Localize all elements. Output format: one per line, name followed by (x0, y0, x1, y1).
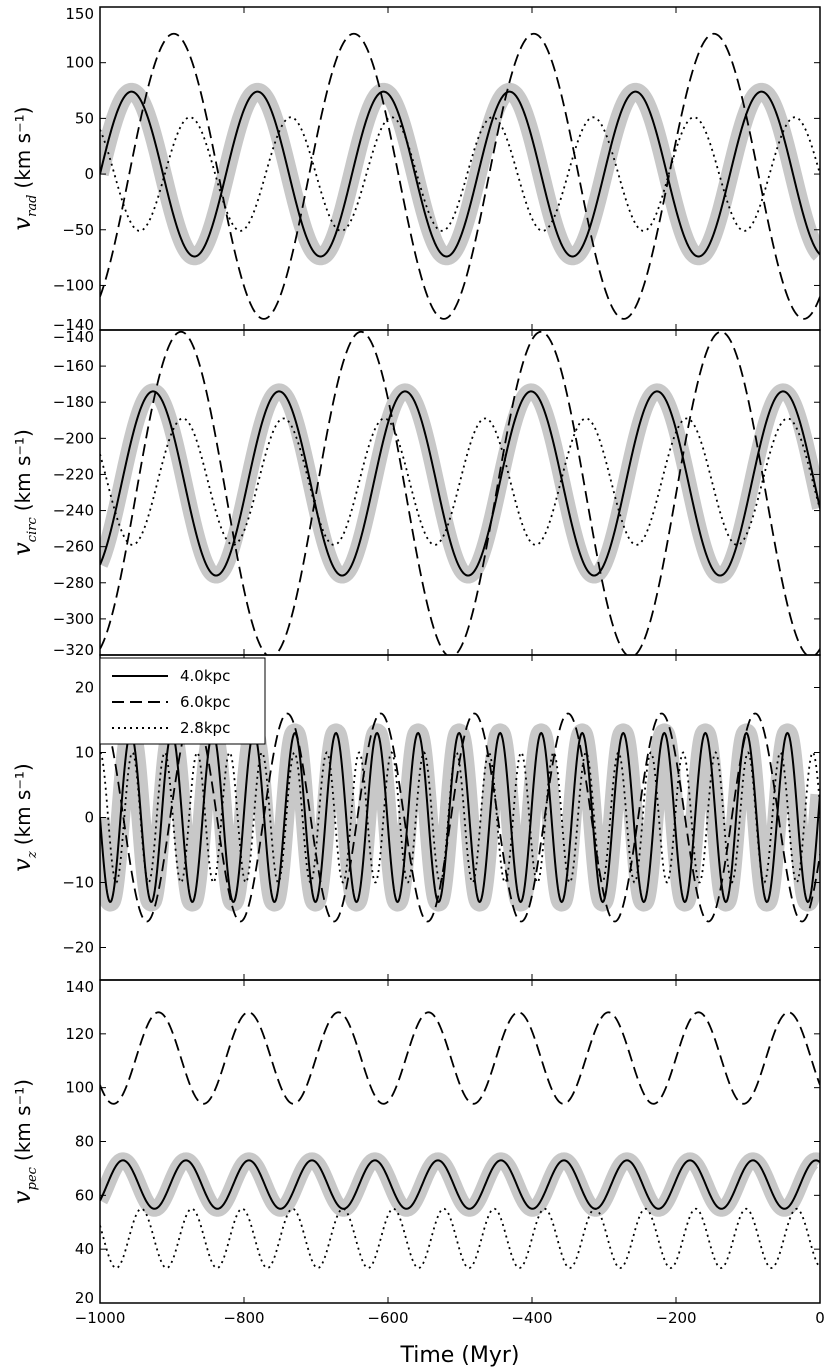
series-solid-z (100, 731, 820, 904)
x-tick-label: 0 (815, 1309, 825, 1327)
panel-rad: −140 −100 −50 0 50 100 150 vrad(km s⁻¹) (8, 5, 821, 334)
series-solid-pec (100, 1159, 820, 1210)
plot-area-pec (100, 1011, 820, 1269)
panel-pec: 20 40 60 80 100 120 140 vpec(km s⁻¹) (8, 978, 821, 1307)
x-tick-label: −1000 (75, 1309, 126, 1327)
y-tick-label-pec: 120 (65, 1025, 94, 1043)
legend: 4.0kpc 6.0kpc 2.8kpc (99, 657, 266, 745)
series-dotted-pec (100, 1207, 820, 1269)
y-tick-label-z: −10 (62, 874, 94, 892)
x-tick-label: −800 (223, 1309, 264, 1327)
legend-label: 4.0kpc (180, 667, 230, 685)
legend-label: 2.8kpc (180, 719, 230, 737)
plot-area-z (100, 712, 820, 923)
y-tick-label-pec: 140 (65, 978, 94, 996)
y-tick-label-rad: 50 (75, 109, 94, 127)
y-tick-label-rad: 150 (65, 5, 94, 23)
panel-circ: −320 −300 −280 −260 −240 −220 −200 −180 −160 −140… (8, 328, 821, 659)
y-tick-label-circ: −140 (53, 328, 94, 346)
y-tick-label-circ: −160 (53, 357, 94, 375)
legend-label: 6.0kpc (180, 693, 230, 711)
y-tick-label-z: 20 (75, 679, 94, 697)
y-tick-label-pec: 40 (75, 1240, 94, 1258)
y-tick-label-pec: 20 (75, 1289, 94, 1307)
x-axis-label: Time (Myr) (399, 1343, 519, 1368)
y-tick-label-rad: 100 (65, 54, 94, 72)
x-tick-label: −400 (511, 1309, 552, 1327)
y-tick-label-circ: −280 (53, 574, 94, 592)
x-tick-labels: −1000 −800 −600 −400 −200 0 (75, 1309, 825, 1327)
y-tick-label-pec: 60 (75, 1186, 94, 1204)
legend-box (99, 657, 266, 745)
y-tick-label-circ: −200 (53, 429, 94, 447)
y-tick-label-z: 10 (75, 744, 94, 762)
y-tick-label-pec: 100 (65, 1079, 94, 1097)
y-axis-label-pec: vpec(km s⁻¹) (8, 1079, 40, 1204)
series-dotted-rad (100, 116, 820, 232)
y-tick-label-rad: 0 (84, 165, 94, 183)
y-tick-label-rad: −140 (53, 316, 94, 334)
series-dashed-pec (100, 1011, 820, 1105)
y-tick-label-rad: −50 (62, 221, 94, 239)
y-tick-label-z: 0 (84, 809, 94, 827)
series-dashed-circ (100, 330, 820, 655)
y-tick-label-circ: −240 (53, 502, 94, 520)
y-axis-label-z: vz(km s⁻¹) (8, 763, 40, 871)
y-tick-label-circ: −180 (53, 393, 94, 411)
y-tick-label-rad: −100 (53, 276, 94, 294)
plot-area-rad (100, 32, 820, 320)
panel-z: −20 −10 0 10 20 vz(km s⁻¹) (8, 654, 821, 981)
y-tick-label-z: −20 (62, 939, 94, 957)
y-tick-label-circ: −300 (53, 610, 94, 628)
y-axis-label-rad: vrad(km s⁻¹) (8, 107, 40, 231)
y-tick-label-circ: −220 (53, 465, 94, 483)
plot-area-circ (100, 330, 820, 655)
series-solid-rad (100, 90, 820, 258)
y-tick-label-circ: −260 (53, 538, 94, 556)
x-tick-label: −200 (655, 1309, 696, 1327)
series-dashed-rad (100, 32, 820, 320)
series-dotted-z (100, 751, 820, 884)
y-axis-label-circ: vcirc(km s⁻¹) (8, 429, 40, 556)
series-solid-circ (100, 390, 820, 577)
y-tick-label-pec: 80 (75, 1133, 94, 1151)
x-tick-label: −600 (367, 1309, 408, 1327)
y-tick-label-circ: −320 (53, 641, 94, 659)
